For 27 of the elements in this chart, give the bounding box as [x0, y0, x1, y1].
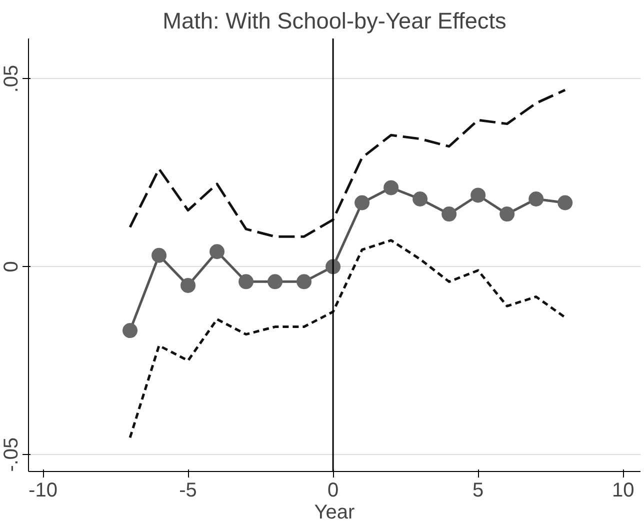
point	[412, 192, 428, 206]
y-tick-label: -.05	[0, 437, 22, 472]
line-series	[128, 239, 566, 439]
point	[354, 195, 370, 210]
point	[470, 188, 486, 203]
point	[528, 192, 544, 206]
point	[384, 180, 399, 196]
point	[180, 278, 196, 293]
point	[210, 244, 225, 260]
point	[268, 274, 283, 290]
y-tick-label: 0	[0, 261, 22, 272]
y-tick-label: .05	[0, 64, 22, 93]
point	[500, 206, 515, 222]
point	[442, 206, 457, 222]
point	[558, 195, 573, 210]
x-tick-label: -5	[179, 480, 197, 502]
point	[152, 248, 167, 263]
x-tick-label: 10	[612, 480, 634, 502]
point	[238, 274, 254, 290]
x-tick-label: 5	[472, 480, 484, 502]
line-series	[128, 88, 566, 238]
x-axis-title: Year	[314, 502, 356, 524]
chart-title: Math: With School-by-Year Effects	[162, 8, 506, 34]
x-tick-label: 0	[327, 480, 339, 502]
point	[296, 274, 312, 290]
point	[122, 323, 138, 338]
x-tick-label: -10	[28, 480, 58, 502]
